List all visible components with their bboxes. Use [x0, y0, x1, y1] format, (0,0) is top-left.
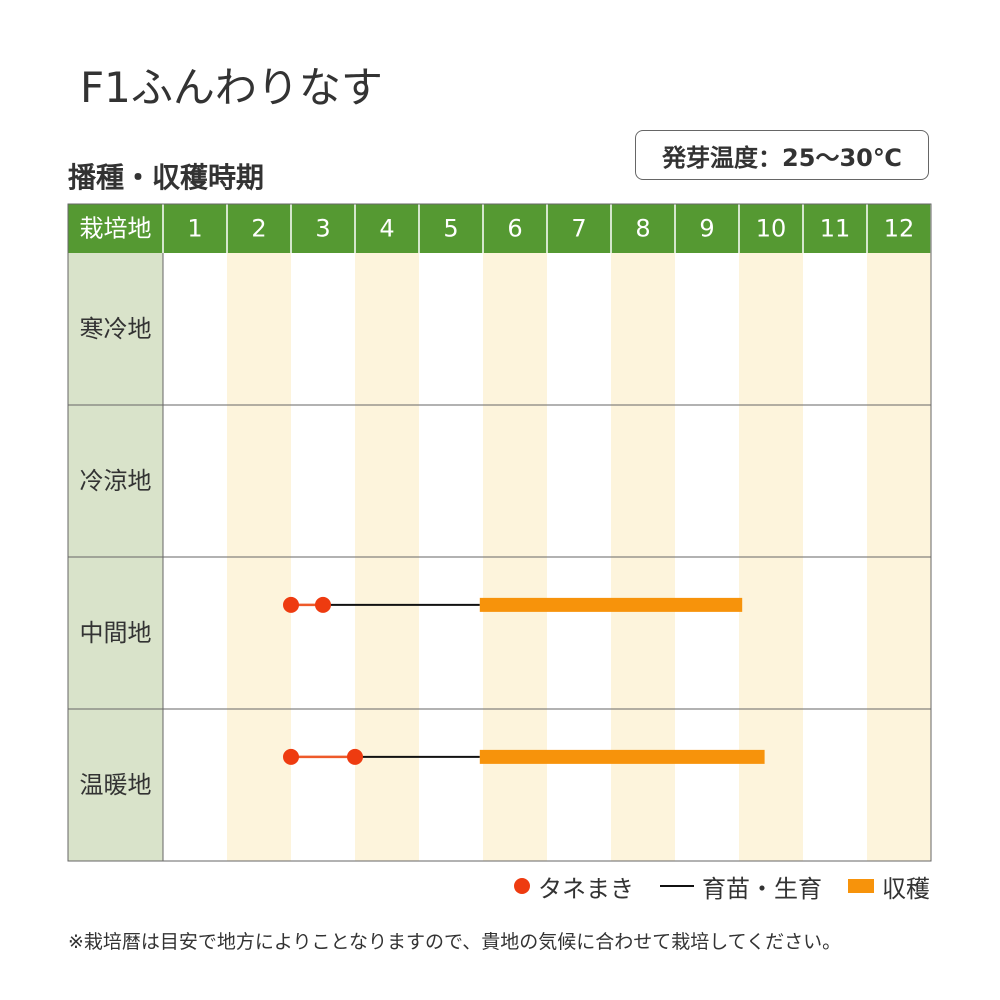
month-label: 5 [443, 215, 458, 243]
legend-sowing: タネまき [514, 869, 634, 904]
month-label: 9 [699, 215, 714, 243]
month-label: 6 [507, 215, 522, 243]
legend-growing-label: 育苗・生育 [702, 874, 822, 903]
month-label: 12 [884, 215, 915, 243]
product-title: F1ふんわりなす [80, 63, 383, 112]
calendar-border [67, 203, 932, 862]
sowing-dot [315, 596, 331, 613]
sowing-dot-icon [514, 878, 530, 894]
month-label: 11 [820, 215, 851, 243]
region-label: 中間地 [80, 619, 152, 647]
harvest-bar [479, 749, 765, 764]
growing-line-icon [660, 885, 694, 887]
region-label: 温暖地 [80, 771, 152, 799]
legend-growing: 育苗・生育 [660, 869, 822, 904]
month-label: 3 [315, 215, 330, 243]
header-label: 栽培地 [80, 215, 152, 243]
footnote: ※栽培暦は目安で地方によりことなりますので、貴地の気候に合わせて栽培してください… [68, 931, 842, 953]
month-label: 7 [571, 215, 586, 243]
section-title: 播種・収穫時期 [68, 161, 265, 194]
legend-sowing-label: タネまき [538, 874, 634, 903]
harvest-bar-icon [848, 879, 874, 893]
legend-harvest-label: 収穫 [882, 874, 930, 903]
calendar-header [68, 204, 931, 253]
harvest-bar [479, 597, 743, 612]
chart-legend: タネまき 育苗・生育 収穫 [488, 868, 930, 904]
region-label: 冷涼地 [80, 467, 152, 495]
sowing-dot [347, 748, 363, 765]
month-label: 2 [251, 215, 266, 243]
sowing-dot [283, 596, 299, 613]
month-label: 8 [635, 215, 650, 243]
month-label: 1 [187, 215, 202, 243]
month-label: 10 [756, 215, 787, 243]
region-label: 寒冷地 [80, 315, 152, 343]
sowing-dot [283, 748, 299, 765]
legend-harvest: 収穫 [848, 869, 930, 904]
germination-temp-badge: 発芽温度：25〜30℃ [635, 130, 929, 180]
month-label: 4 [379, 215, 394, 243]
